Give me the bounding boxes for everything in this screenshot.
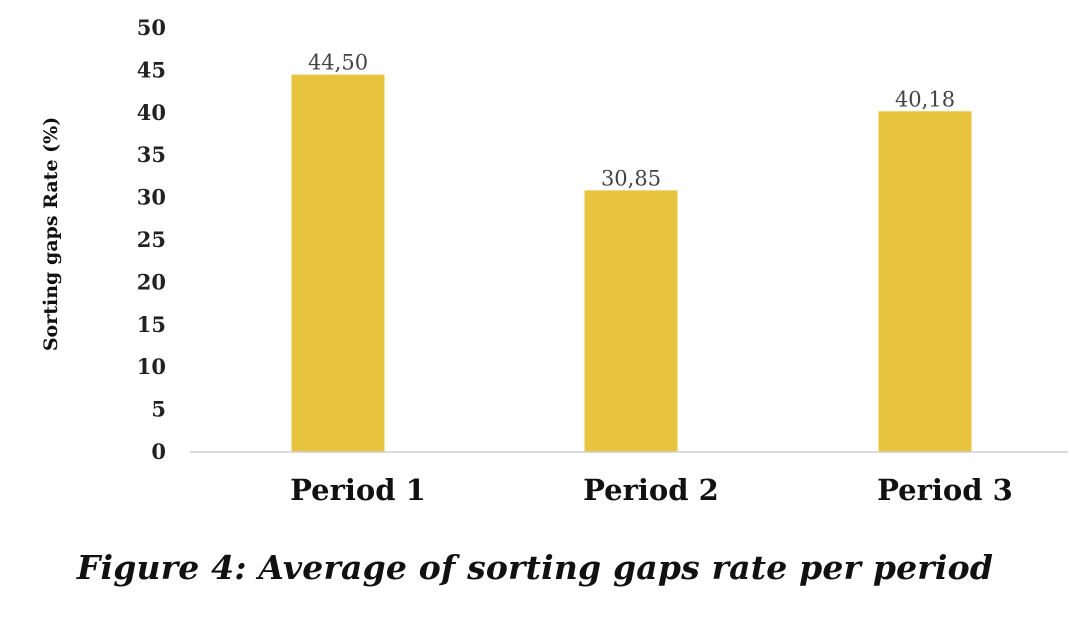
bar: [878, 111, 972, 453]
y-tick-label: 10: [137, 354, 166, 379]
data-label: 40,18: [895, 87, 955, 111]
y-tick-label: 0: [151, 439, 166, 464]
bars: [291, 74, 972, 453]
y-tick-label: 30: [137, 185, 166, 210]
y-tick-label: 40: [137, 100, 166, 125]
bar-chart: Sorting gaps Rate (%) 0 5 10 15 20 25 30 35 40 45…: [40, 15, 1068, 507]
y-tick-label: 15: [137, 312, 166, 337]
x-axis-labels: Period 1 Period 2 Period 3: [290, 473, 1013, 507]
data-labels: 44,50 30,85 40,18: [308, 51, 955, 191]
y-tick-label: 5: [151, 397, 166, 422]
data-label: 44,50: [308, 51, 368, 75]
y-tick-label: 20: [137, 269, 166, 294]
data-label: 30,85: [601, 166, 661, 190]
y-axis-label: Sorting gaps Rate (%): [40, 117, 62, 351]
bar: [291, 74, 385, 452]
y-tick-label: 25: [137, 227, 166, 252]
figure-caption: Figure 4: Average of sorting gaps rate p…: [76, 548, 994, 587]
x-tick-label: Period 3: [877, 473, 1013, 507]
y-tick-label: 50: [137, 15, 166, 40]
y-tick-label: 35: [137, 142, 166, 167]
y-tick-label: 45: [137, 57, 166, 82]
x-tick-label: Period 1: [290, 473, 426, 507]
x-tick-label: Period 2: [583, 473, 719, 507]
y-axis-ticks: 0 5 10 15 20 25 30 35 40 45 50: [137, 15, 166, 464]
bar: [584, 190, 678, 452]
